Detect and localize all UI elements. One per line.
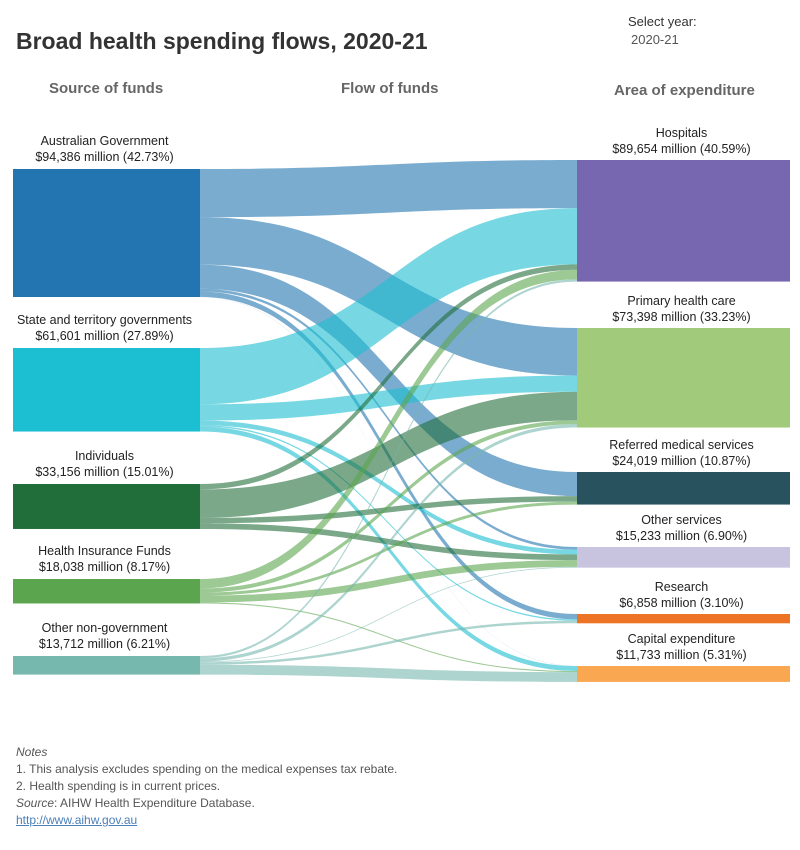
area-name-hosp: Hospitals (656, 126, 707, 140)
flow-hif-to-oth[interactable] (200, 560, 577, 603)
area-value-res: $6,858 million (3.10%) (619, 596, 743, 610)
flow-st-to-oth[interactable] (200, 420, 577, 555)
flow-st-to-phc[interactable] (200, 375, 577, 421)
flow-hif-to-phc[interactable] (200, 420, 577, 593)
flow-ind-to-phc[interactable] (200, 391, 577, 518)
source-node-ind[interactable] (13, 484, 200, 529)
area-node-cap[interactable] (577, 666, 790, 682)
flow-hif-to-cap[interactable] (200, 602, 577, 673)
source-name-ind: Individuals (75, 449, 134, 463)
sankey-diagram: Australian Government $94,386 million (42… (13, 126, 790, 682)
flow-ag-to-rms[interactable] (200, 264, 577, 497)
notes-section: Notes 1. This analysis excludes spending… (16, 744, 397, 829)
flow-ong-to-cap[interactable] (200, 664, 577, 682)
flow-st-to-res[interactable] (200, 425, 577, 621)
area-name-phc: Primary health care (627, 294, 735, 308)
flow-ong-to-phc[interactable] (200, 424, 577, 662)
node-labels: Australian Government $94,386 million (42… (17, 126, 754, 662)
area-value-rms: $24,019 million (10.87%) (612, 454, 750, 468)
flow-ag-to-cap[interactable] (200, 296, 577, 667)
flow-ong-to-res[interactable] (200, 620, 577, 665)
year-select-label: Select year: (628, 14, 697, 29)
flow-nodes (13, 160, 790, 682)
header-area-of-expenditure: Area of expenditure (614, 82, 755, 99)
area-value-phc: $73,398 million (33.23%) (612, 310, 750, 324)
source-node-hif[interactable] (13, 579, 200, 604)
year-select-dropdown[interactable]: 2020-21 (631, 32, 679, 47)
source-value-st: $61,601 million (27.89%) (35, 329, 173, 343)
area-node-rms[interactable] (577, 472, 790, 505)
area-node-hosp[interactable] (577, 160, 790, 282)
notes-heading: Notes (16, 745, 48, 759)
header-flow-of-funds: Flow of funds (341, 80, 439, 97)
source-node-st[interactable] (13, 348, 200, 432)
source-value-ag: $94,386 million (42.73%) (35, 150, 173, 164)
source-value-ind: $33,156 million (15.01%) (35, 465, 173, 479)
area-node-phc[interactable] (577, 328, 790, 428)
source-node-ag[interactable] (13, 169, 200, 297)
flow-hif-to-hosp[interactable] (200, 269, 577, 589)
flow-links (200, 160, 577, 682)
area-value-cap: $11,733 million (5.31%) (616, 648, 746, 662)
flow-ag-to-hosp[interactable] (200, 160, 577, 218)
header-source-of-funds: Source of funds (49, 80, 164, 97)
page-title: Broad health spending flows, 2020-21 (16, 28, 428, 54)
source-value-ong: $13,712 million (6.21%) (39, 637, 170, 651)
note-item-1: 1. This analysis excludes spending on th… (16, 762, 398, 776)
note-item-2: 2. Health spending is in current prices. (16, 779, 221, 793)
flow-ind-to-hosp[interactable] (200, 264, 577, 490)
source-name-st: State and territory governments (17, 313, 192, 327)
source-value-hif: $18,038 million (8.17%) (39, 560, 170, 574)
area-node-oth[interactable] (577, 547, 790, 568)
flow-ong-to-oth[interactable] (200, 566, 577, 663)
source-name-ag: Australian Government (41, 134, 169, 148)
area-name-cap: Capital expenditure (628, 632, 736, 646)
area-value-hosp: $89,654 million (40.59%) (612, 142, 750, 156)
source-line: Source: AIHW Health Expenditure Database… (16, 795, 397, 812)
source-name-hif: Health Insurance Funds (38, 544, 171, 558)
source-text: : AIHW Health Expenditure Database. (54, 796, 255, 810)
source-name-ong: Other non-government (42, 621, 168, 635)
area-name-rms: Referred medical services (609, 438, 754, 452)
flow-st-to-hosp[interactable] (200, 208, 577, 405)
flow-ind-to-rms[interactable] (200, 496, 577, 524)
area-name-oth: Other services (641, 513, 722, 527)
aihw-link[interactable]: http://www.aihw.gov.au (16, 813, 138, 827)
area-name-res: Research (655, 580, 709, 594)
source-node-ong[interactable] (13, 656, 200, 675)
flow-ag-to-oth[interactable] (200, 288, 577, 550)
area-value-oth: $15,233 million (6.90%) (616, 529, 747, 543)
source-label: Source (16, 796, 55, 810)
flow-hif-to-rms[interactable] (200, 501, 577, 596)
area-node-res[interactable] (577, 614, 790, 624)
flow-ong-to-hosp[interactable] (200, 279, 577, 659)
